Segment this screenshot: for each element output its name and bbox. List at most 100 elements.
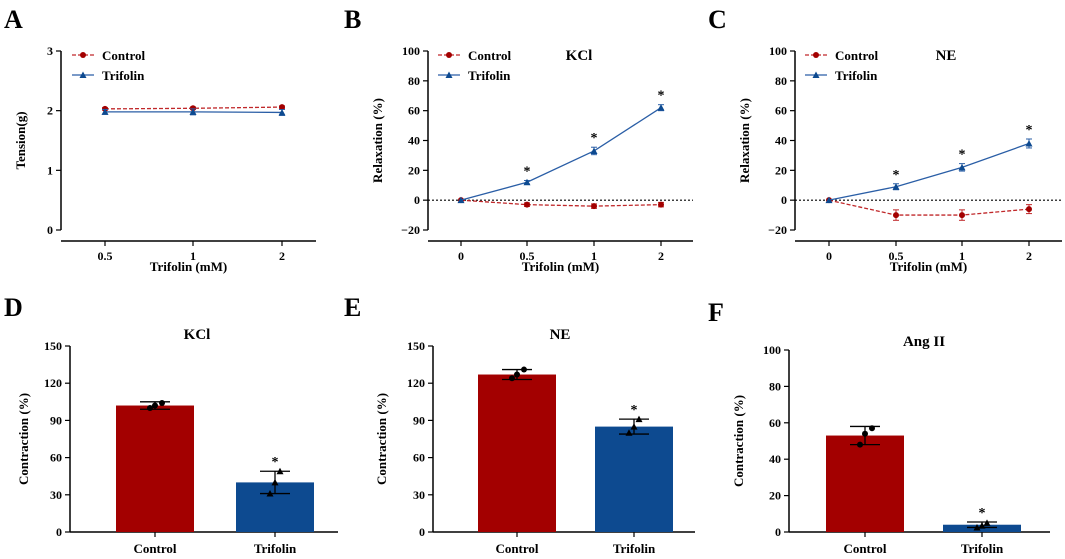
panel-d: D KCl 0 30 60 90 120 150 Contraction (%) Control *… bbox=[4, 293, 338, 556]
y-tick-label: 150 bbox=[407, 339, 425, 353]
data-point bbox=[862, 430, 868, 437]
y-tick-label: 20 bbox=[769, 489, 781, 503]
y-tick-label: 0 bbox=[414, 193, 420, 207]
data-point bbox=[159, 400, 165, 407]
y-tick-label: 100 bbox=[769, 44, 787, 58]
data-point-trifolin bbox=[958, 163, 966, 171]
bar-control bbox=[116, 405, 194, 532]
data-point bbox=[625, 429, 633, 436]
significance-star: * bbox=[272, 455, 279, 470]
y-tick-label: −20 bbox=[768, 223, 787, 237]
x-tick-label: 2 bbox=[1026, 249, 1032, 263]
legend-label: Control bbox=[102, 48, 145, 63]
legend-marker-trifolin bbox=[79, 71, 87, 78]
series-line-control bbox=[460, 199, 662, 207]
y-axis-label: Contraction (%) bbox=[374, 393, 389, 485]
x-tick-label: 0 bbox=[826, 249, 832, 263]
data-point-control bbox=[591, 203, 597, 210]
y-tick-label: 150 bbox=[44, 339, 62, 353]
y-tick-label: 60 bbox=[413, 451, 425, 465]
y-axis-label: Contraction (%) bbox=[16, 393, 31, 485]
data-point-control bbox=[658, 201, 664, 208]
y-tick-label: 0 bbox=[775, 525, 781, 539]
chart-title: KCl bbox=[184, 327, 211, 343]
x-tick-label: Control bbox=[133, 541, 176, 556]
y-tick-label: 60 bbox=[769, 416, 781, 430]
data-point bbox=[869, 425, 875, 432]
data-point bbox=[978, 522, 986, 529]
x-tick-label: 0 bbox=[458, 249, 464, 263]
data-point-control bbox=[959, 212, 965, 219]
legend-label: Control bbox=[468, 48, 511, 63]
data-point bbox=[983, 519, 991, 526]
data-point-control bbox=[1026, 206, 1032, 213]
y-tick-label: 2 bbox=[47, 104, 53, 118]
x-tick-label: Trifolin bbox=[254, 541, 297, 556]
series-line-trifolin bbox=[460, 107, 662, 201]
panel-letter: D bbox=[4, 293, 23, 322]
y-tick-label: 0 bbox=[56, 525, 62, 539]
significance-star: * bbox=[1026, 123, 1033, 138]
legend-label: Control bbox=[835, 48, 878, 63]
data-point bbox=[147, 405, 153, 411]
legend-label: Trifolin bbox=[102, 68, 145, 83]
y-tick-label: 30 bbox=[413, 488, 425, 502]
y-tick-label: 3 bbox=[47, 44, 53, 58]
legend-label: Trifolin bbox=[835, 68, 878, 83]
data-point-trifolin bbox=[101, 108, 109, 115]
x-tick-label: 2 bbox=[279, 249, 285, 263]
chart-title: NE bbox=[936, 48, 957, 64]
data-point-control bbox=[279, 104, 285, 111]
y-axis-label: Relaxation (%) bbox=[370, 98, 385, 183]
x-tick-label: 0.5 bbox=[520, 249, 535, 263]
data-point bbox=[973, 523, 981, 531]
y-tick-label: 80 bbox=[775, 74, 787, 88]
data-point-control bbox=[190, 105, 196, 112]
panel-letter: A bbox=[4, 5, 23, 34]
data-point bbox=[857, 441, 863, 448]
y-tick-label: 100 bbox=[763, 343, 781, 357]
data-point bbox=[635, 415, 643, 423]
bar-trifolin bbox=[595, 426, 673, 532]
panel-letter: E bbox=[344, 293, 361, 322]
panel-letter: F bbox=[708, 298, 724, 327]
data-point bbox=[271, 478, 279, 486]
x-tick-label: 1 bbox=[591, 249, 597, 263]
significance-star: * bbox=[979, 506, 986, 521]
x-tick-label: Trifolin bbox=[961, 541, 1004, 556]
y-tick-label: 120 bbox=[407, 376, 425, 390]
y-axis-label: Tension(g) bbox=[13, 111, 28, 169]
data-point-trifolin bbox=[189, 108, 197, 115]
data-point bbox=[514, 371, 520, 378]
panel-a: A 0 1 2 3 Tension(g) 0.5 1 2 Trifolin (mM) Control… bbox=[4, 5, 316, 274]
y-tick-label: 120 bbox=[44, 376, 62, 390]
significance-star: * bbox=[524, 164, 531, 179]
y-tick-label: 20 bbox=[775, 163, 787, 177]
data-point-control bbox=[524, 201, 530, 208]
panel-letter: B bbox=[344, 5, 361, 34]
data-point-trifolin bbox=[457, 196, 465, 204]
chart-title: NE bbox=[550, 327, 571, 343]
y-tick-label: 60 bbox=[50, 451, 62, 465]
y-tick-label: 1 bbox=[47, 163, 53, 177]
series-line-control bbox=[828, 199, 1030, 216]
y-tick-label: 20 bbox=[408, 163, 420, 177]
y-tick-label: 30 bbox=[50, 488, 62, 502]
data-point-trifolin bbox=[590, 147, 598, 154]
y-tick-label: 40 bbox=[408, 134, 420, 148]
data-point-trifolin bbox=[523, 178, 531, 186]
data-point-trifolin bbox=[278, 108, 286, 116]
legend-marker-trifolin bbox=[445, 71, 453, 78]
y-tick-label: −20 bbox=[401, 223, 420, 237]
panel-f: F Ang II 0 20 40 60 80 100 Contraction (%) Contro… bbox=[708, 298, 1050, 556]
x-tick-label: 0.5 bbox=[889, 249, 904, 263]
x-tick-label: 0.5 bbox=[98, 249, 113, 263]
significance-star: * bbox=[631, 403, 638, 418]
chart-title: Ang II bbox=[903, 334, 945, 350]
panel-letter: C bbox=[708, 5, 727, 34]
significance-star: * bbox=[658, 89, 665, 104]
chart-title: KCl bbox=[566, 48, 593, 64]
legend-marker-control bbox=[80, 52, 86, 58]
y-tick-label: 0 bbox=[419, 525, 425, 539]
